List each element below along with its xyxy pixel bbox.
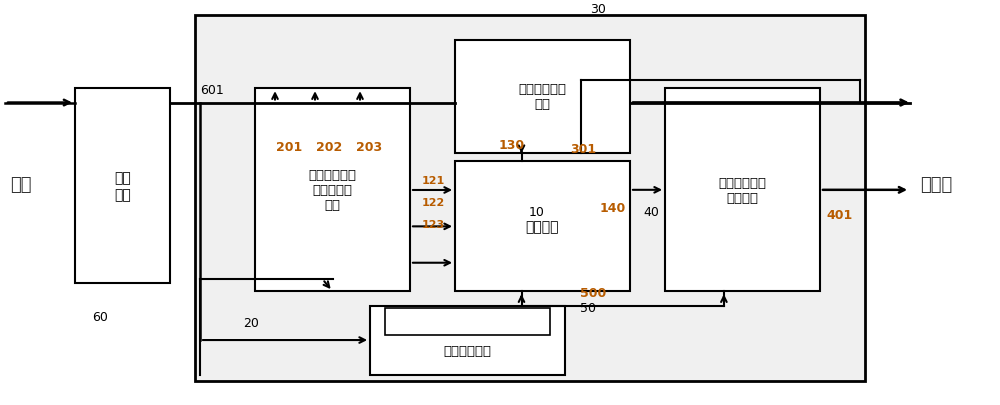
- Text: 140: 140: [600, 202, 626, 215]
- Text: 202: 202: [316, 141, 342, 154]
- Text: 50: 50: [580, 301, 596, 314]
- Text: 401: 401: [826, 208, 852, 221]
- Text: 60: 60: [92, 310, 108, 323]
- FancyBboxPatch shape: [75, 89, 170, 284]
- Text: 30: 30: [590, 3, 606, 16]
- FancyBboxPatch shape: [665, 89, 820, 292]
- FancyBboxPatch shape: [370, 306, 565, 375]
- Text: 市电
插座: 市电 插座: [114, 171, 131, 201]
- Text: 203: 203: [356, 141, 382, 154]
- FancyBboxPatch shape: [195, 16, 865, 381]
- Text: 充电枪: 充电枪: [920, 175, 952, 193]
- Text: 201: 201: [276, 141, 302, 154]
- Text: 301: 301: [570, 143, 596, 156]
- FancyBboxPatch shape: [455, 162, 630, 292]
- Text: 市电: 市电: [10, 175, 32, 193]
- FancyBboxPatch shape: [455, 40, 630, 154]
- Text: 121: 121: [422, 175, 445, 185]
- FancyBboxPatch shape: [255, 89, 410, 292]
- Text: 电压电流转换
及漏电侦测
模块: 电压电流转换 及漏电侦测 模块: [308, 169, 356, 212]
- Text: 10: 10: [529, 206, 545, 219]
- Text: 500: 500: [580, 287, 606, 300]
- Text: 601: 601: [200, 84, 224, 97]
- FancyBboxPatch shape: [385, 308, 550, 335]
- Text: 辅助电源模块: 辅助电源模块: [444, 344, 492, 357]
- Text: 40: 40: [643, 206, 659, 219]
- Text: 20: 20: [243, 316, 259, 329]
- Text: 功率开关电路
模块: 功率开关电路 模块: [518, 83, 566, 111]
- Text: 122: 122: [422, 198, 445, 207]
- Text: 充电控制引导
电路模块: 充电控制引导 电路模块: [718, 177, 767, 204]
- Text: 控制模块: 控制模块: [526, 220, 559, 234]
- Text: 130: 130: [499, 139, 525, 152]
- Text: 123: 123: [422, 220, 445, 230]
